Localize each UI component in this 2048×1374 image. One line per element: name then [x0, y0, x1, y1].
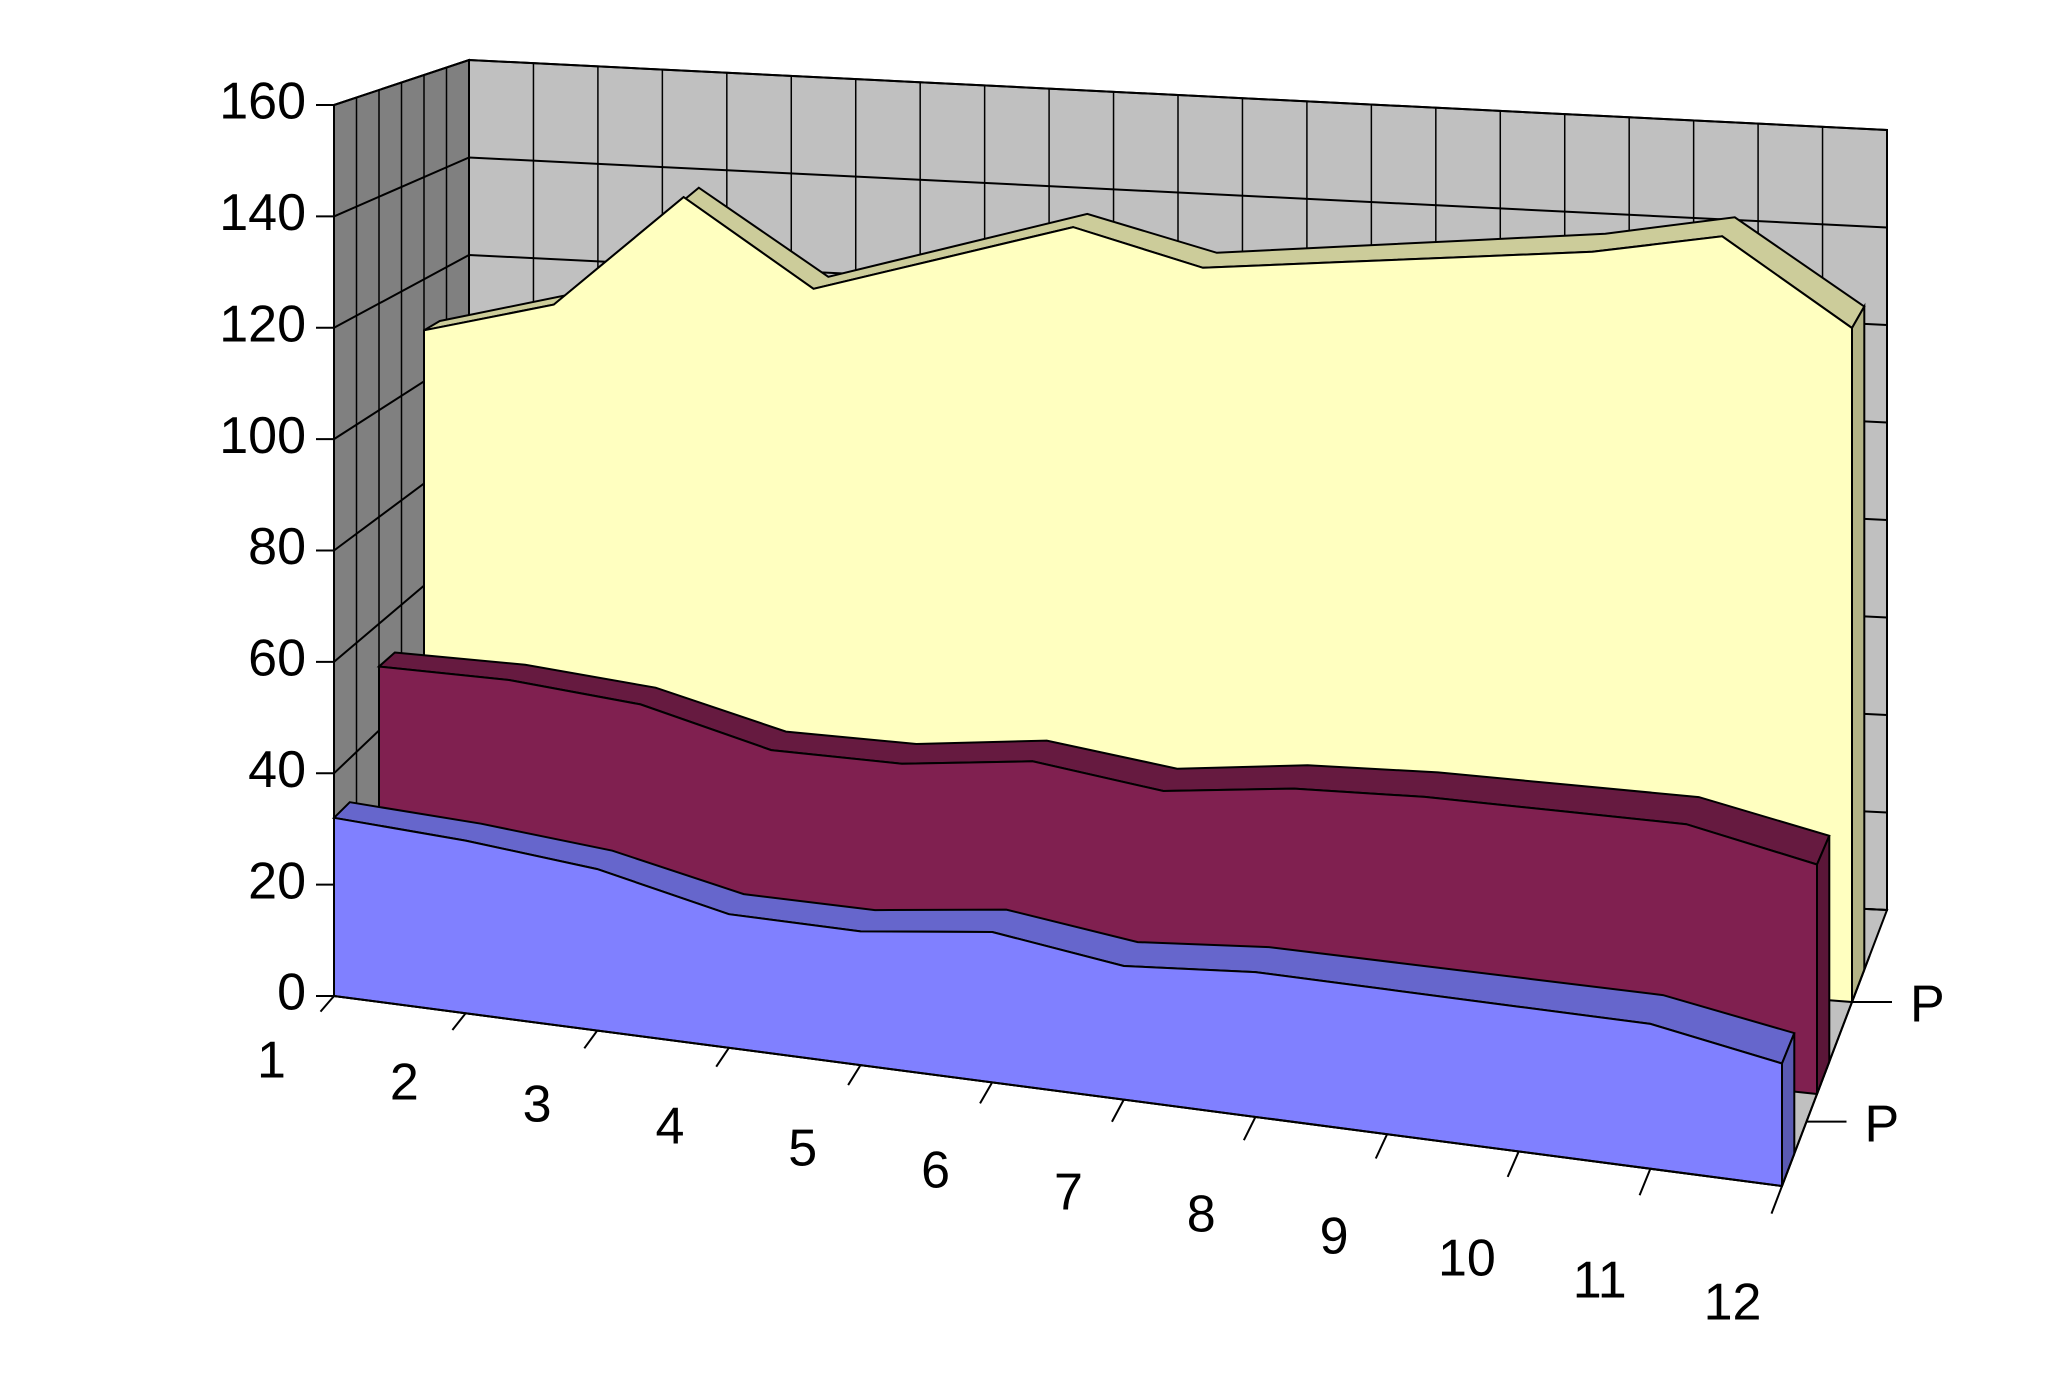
y-tick-label: 0 — [277, 964, 306, 1022]
x-tick-label: 10 — [1438, 1229, 1496, 1287]
x-tick-label: 12 — [1704, 1273, 1762, 1331]
y-tick-label: 60 — [248, 630, 306, 688]
x-tick — [319, 995, 335, 1013]
y-tick-label: 40 — [248, 741, 306, 799]
y-tick-label: 100 — [219, 407, 306, 465]
grid-line — [333, 156, 1888, 229]
y-tick-label: 140 — [219, 184, 306, 242]
x-tick — [1638, 1168, 1652, 1196]
x-tick — [583, 1029, 599, 1049]
x-tick-label: 3 — [523, 1075, 552, 1133]
x-tick — [1111, 1099, 1125, 1123]
x-tick — [1374, 1133, 1388, 1159]
x-tick-label: 1 — [257, 1031, 286, 1089]
x-tick-label: 9 — [1320, 1207, 1349, 1265]
x-tick — [979, 1081, 994, 1104]
x-tick — [1506, 1151, 1520, 1178]
x-tick-label: 11 — [1573, 1251, 1627, 1309]
depth-axis — [1781, 955, 1871, 1187]
x-tick — [847, 1064, 862, 1086]
x-tick — [1242, 1116, 1257, 1141]
depth-tick-label: P — [1910, 976, 1945, 1034]
y-tick-label: 80 — [248, 518, 306, 576]
y-tick-label: 160 — [219, 73, 306, 131]
x-tick-label: 6 — [921, 1141, 950, 1199]
grid-line — [333, 58, 1888, 131]
x-tick — [715, 1047, 730, 1068]
area-side — [1851, 302, 1866, 1003]
y-tick-label: 120 — [219, 295, 306, 353]
area — [333, 816, 1783, 1188]
x-tick-label: 8 — [1187, 1185, 1216, 1243]
depth-tick-label: P — [1865, 1095, 1900, 1153]
area-side — [1816, 835, 1831, 1095]
x-tick-label: 4 — [655, 1097, 684, 1155]
x-tick — [451, 1012, 467, 1031]
x-tick-label: 7 — [1054, 1163, 1083, 1221]
x-tick — [1770, 1185, 1783, 1214]
x-tick-label: 2 — [390, 1053, 419, 1111]
y-tick-label: 20 — [248, 852, 306, 910]
x-tick-label: 5 — [788, 1119, 817, 1177]
x-axis — [333, 995, 1783, 1187]
